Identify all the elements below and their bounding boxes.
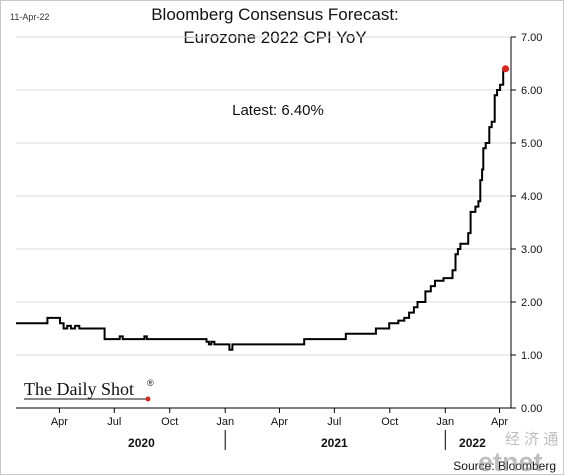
x-tick-label: Oct [381, 416, 398, 428]
gridlines [16, 36, 511, 356]
y-tick-label: 3.00 [521, 244, 542, 256]
latest-annotation: Latest: 6.40% [232, 102, 324, 119]
daily-shot-logo: The Daily Shot ® [24, 378, 154, 402]
x-tick-label: Jul [107, 416, 121, 428]
x-tick-label: Jan [436, 416, 454, 428]
x-tick-label: Oct [161, 416, 178, 428]
y-tick-label: 1.00 [521, 350, 542, 362]
x-tick-label: Apr [271, 416, 288, 428]
x-tick-label: Jul [327, 416, 341, 428]
date-stamp: 11-Apr-22 [10, 12, 49, 22]
year-label: 2022 [459, 436, 486, 450]
latest-point-marker [502, 65, 510, 73]
source-note: Source: Bloomberg [453, 459, 556, 473]
logo-registered-mark: ® [147, 378, 154, 388]
chart-title-line-1: Bloomberg Consensus Forecast: [151, 5, 399, 24]
y-tick-label: 6.00 [521, 85, 542, 97]
x-tick-label: Apr [51, 416, 68, 428]
series-line-cpi-forecast [16, 67, 506, 351]
year-label: 2021 [321, 436, 348, 450]
logo-text: The Daily Shot [24, 379, 134, 399]
y-tick-label: 4.00 [521, 191, 542, 203]
y-tick-label: 5.00 [521, 138, 542, 150]
y-axis-ticks: 0.00 1.00 2.00 3.00 4.00 5.00 6.00 7.00 [510, 32, 542, 415]
etnet-watermark: 经 济 通 etnet [478, 431, 558, 475]
x-tick-label: Jan [216, 416, 234, 428]
x-axis-year-labels: 2020 2021 2022 [128, 430, 486, 450]
y-tick-label: 2.00 [521, 297, 542, 309]
logo-dot [145, 396, 151, 402]
x-axis-ticks: Apr Jul Oct Jan Apr Jul Oct Jan Apr [51, 408, 508, 428]
watermark-latin: etnet [478, 447, 543, 475]
x-tick-label: Apr [491, 416, 508, 428]
y-tick-label: 0.00 [521, 403, 542, 415]
year-label: 2020 [128, 436, 155, 450]
y-tick-label: 7.00 [521, 32, 542, 44]
watermark-chinese: 经 济 通 [505, 431, 558, 448]
